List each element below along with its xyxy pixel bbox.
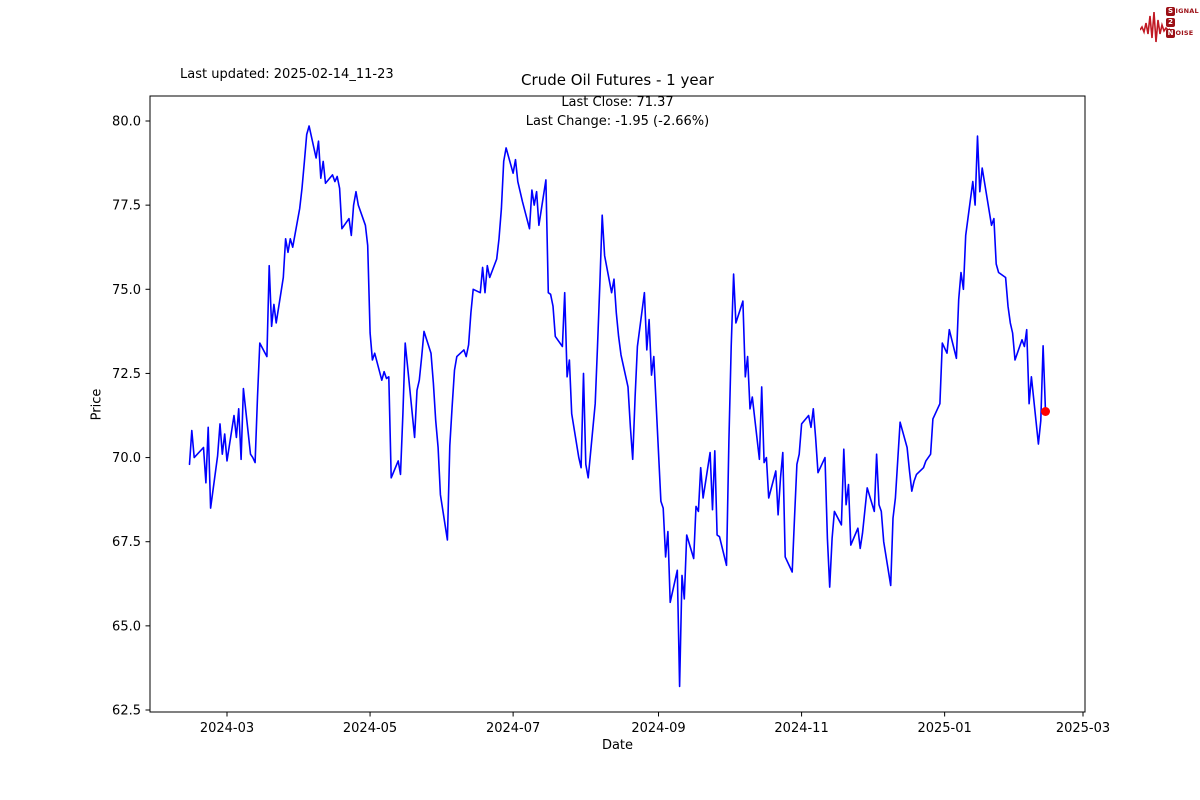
ekg-waveform-icon	[1140, 11, 1170, 43]
last-close-marker	[1041, 407, 1050, 416]
logo-noise-rest: OISE	[1175, 28, 1194, 37]
x-tick-label: 2024-09	[631, 721, 685, 736]
y-tick-label: 65.0	[112, 619, 141, 634]
x-tick-label: 2024-05	[343, 721, 397, 736]
logo-signal-rest: IGNAL	[1175, 6, 1199, 15]
x-tick-label: 2024-03	[200, 721, 254, 736]
signal2noise-logo: S IGNAL 2 N OISE	[1140, 3, 1199, 47]
logo-signal-initial: S	[1166, 6, 1175, 16]
x-tick-label: 2025-03	[1056, 721, 1110, 736]
y-tick-label: 77.5	[112, 199, 141, 214]
y-tick-label: 70.0	[112, 451, 141, 466]
plot-border	[149, 95, 1086, 713]
y-tick-label: 67.5	[112, 535, 141, 550]
last-close-annotation: Last Close: 71.37	[561, 95, 674, 110]
logo-noise-initial: N	[1166, 28, 1175, 38]
last-updated-text: Last updated: 2025-02-14_11-23	[180, 67, 394, 82]
logo-row-2: 2	[1166, 17, 1199, 27]
y-tick-label: 62.5	[112, 703, 141, 718]
y-tick-label: 72.5	[112, 367, 141, 382]
y-tick-label: 80.0	[112, 115, 141, 130]
chart-title: Crude Oil Futures - 1 year	[521, 71, 714, 89]
logo-row-noise: N OISE	[1166, 28, 1199, 38]
x-tick-label: 2025-01	[917, 721, 971, 736]
y-tick-label: 75.0	[112, 283, 141, 298]
last-change-annotation: Last Change: -1.95 (-2.66%)	[525, 114, 710, 129]
logo-text-rows: S IGNAL 2 N OISE	[1166, 6, 1199, 38]
x-tick-label: 2024-07	[486, 721, 540, 736]
logo-row-signal: S IGNAL	[1166, 6, 1199, 16]
x-tick-label: 2024-11	[774, 721, 828, 736]
x-axis-label: Date	[601, 738, 634, 753]
y-axis-label: Price	[89, 388, 105, 420]
y-axis-label-wrap: Price	[86, 374, 108, 434]
logo-digit-2: 2	[1166, 17, 1175, 27]
price-line	[188, 125, 1047, 688]
